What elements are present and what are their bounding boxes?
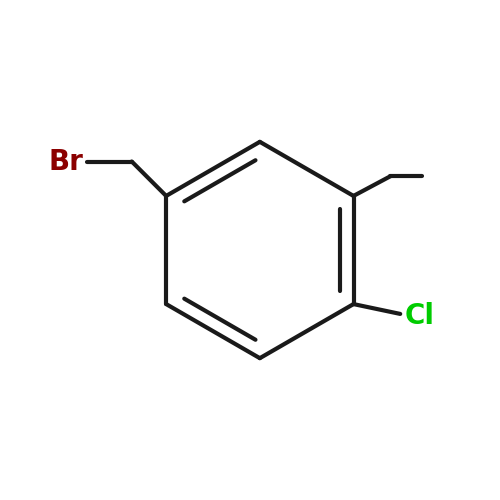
Text: Cl: Cl [404, 302, 434, 330]
Text: Br: Br [48, 148, 84, 176]
